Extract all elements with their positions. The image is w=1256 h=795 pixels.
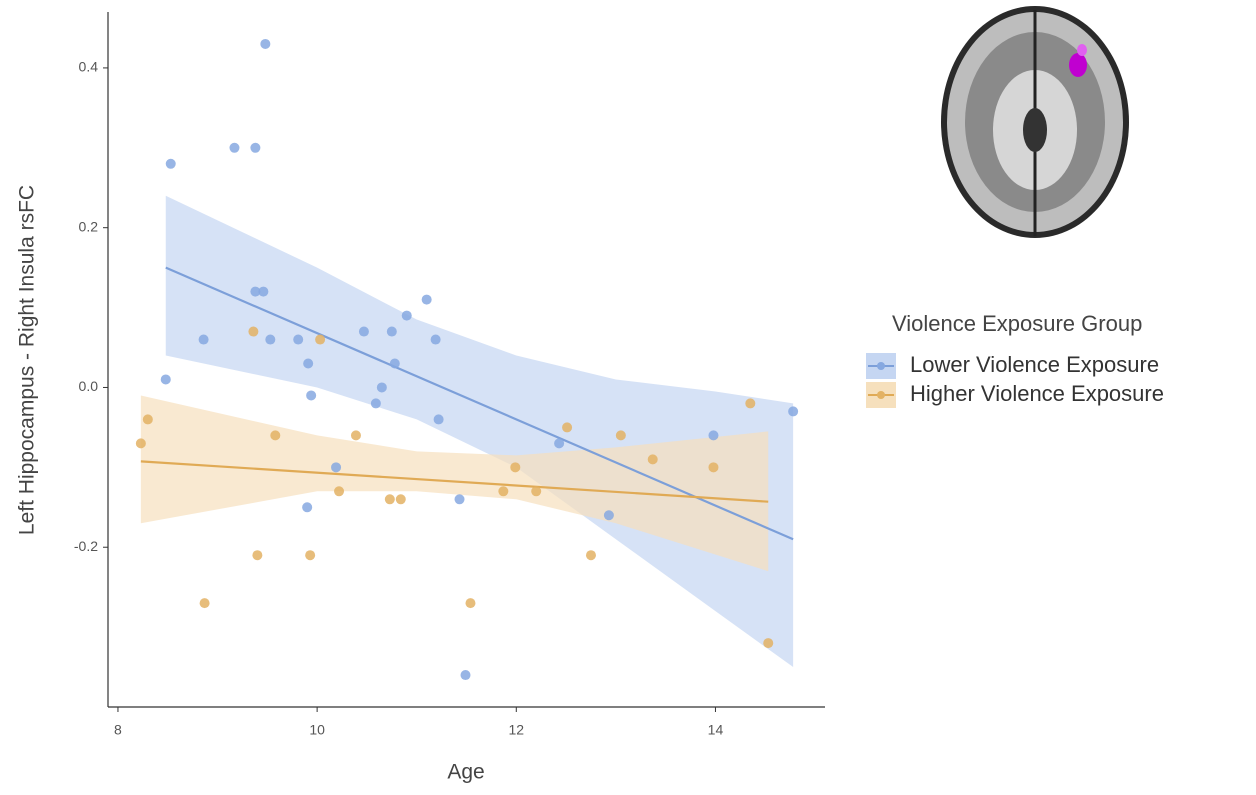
point bbox=[161, 374, 171, 384]
point bbox=[315, 335, 325, 345]
point bbox=[390, 358, 400, 368]
chart: -0.2 0.0 0.2 0.4 8 10 12 14 Age Left Hippocampu… bbox=[0, 0, 1256, 795]
point bbox=[402, 311, 412, 321]
point bbox=[229, 143, 239, 153]
point bbox=[788, 406, 798, 416]
point bbox=[305, 550, 315, 560]
point bbox=[334, 486, 344, 496]
point bbox=[371, 398, 381, 408]
point bbox=[708, 430, 718, 440]
point bbox=[306, 390, 316, 400]
point bbox=[763, 638, 773, 648]
brain-image bbox=[941, 6, 1129, 238]
page: {"chart_data": { "type": "scatter", "x_l… bbox=[0, 0, 1256, 795]
point bbox=[359, 327, 369, 337]
point bbox=[385, 494, 395, 504]
legend-key-point bbox=[877, 391, 885, 399]
point bbox=[252, 550, 262, 560]
y-axis-title: Left Hippocampus - Right Insula rsFC bbox=[16, 185, 39, 535]
point bbox=[434, 414, 444, 424]
point bbox=[461, 670, 471, 680]
x-tick-label: 8 bbox=[114, 722, 122, 738]
point bbox=[498, 486, 508, 496]
y-tick-label: 0.4 bbox=[79, 59, 99, 75]
point bbox=[199, 335, 209, 345]
point bbox=[465, 598, 475, 608]
point bbox=[604, 510, 614, 520]
point bbox=[265, 335, 275, 345]
point bbox=[377, 382, 387, 392]
point bbox=[260, 39, 270, 49]
point bbox=[554, 438, 564, 448]
point bbox=[293, 335, 303, 345]
point bbox=[422, 295, 432, 305]
y-tick-label: -0.2 bbox=[74, 538, 98, 554]
point bbox=[250, 143, 260, 153]
x-tick-label: 10 bbox=[309, 722, 325, 738]
point bbox=[431, 335, 441, 345]
point bbox=[248, 327, 258, 337]
point bbox=[136, 438, 146, 448]
point bbox=[708, 462, 718, 472]
y-tick-label: 0.0 bbox=[79, 378, 99, 394]
legend-label: Lower Violence Exposure bbox=[910, 352, 1159, 377]
point bbox=[143, 414, 153, 424]
point bbox=[455, 494, 465, 504]
point bbox=[648, 454, 658, 464]
point bbox=[745, 398, 755, 408]
point bbox=[562, 422, 572, 432]
point bbox=[586, 550, 596, 560]
bands bbox=[141, 196, 793, 667]
x-axis-title: Age bbox=[447, 761, 484, 784]
point bbox=[258, 287, 268, 297]
point bbox=[331, 462, 341, 472]
point bbox=[302, 502, 312, 512]
point bbox=[396, 494, 406, 504]
x-tick-label: 14 bbox=[708, 722, 724, 738]
y-tick-label: 0.2 bbox=[79, 218, 99, 234]
point bbox=[510, 462, 520, 472]
point bbox=[270, 430, 280, 440]
point bbox=[351, 430, 361, 440]
legend: Lower Violence Exposure Higher Violence E… bbox=[866, 352, 1164, 408]
legend-title: Violence Exposure Group bbox=[892, 311, 1142, 336]
point bbox=[616, 430, 626, 440]
point bbox=[200, 598, 210, 608]
x-tick-label: 12 bbox=[509, 722, 525, 738]
legend-label: Higher Violence Exposure bbox=[910, 381, 1164, 406]
point bbox=[387, 327, 397, 337]
point bbox=[303, 358, 313, 368]
point bbox=[166, 159, 176, 169]
point bbox=[531, 486, 541, 496]
legend-key-point bbox=[877, 362, 885, 370]
